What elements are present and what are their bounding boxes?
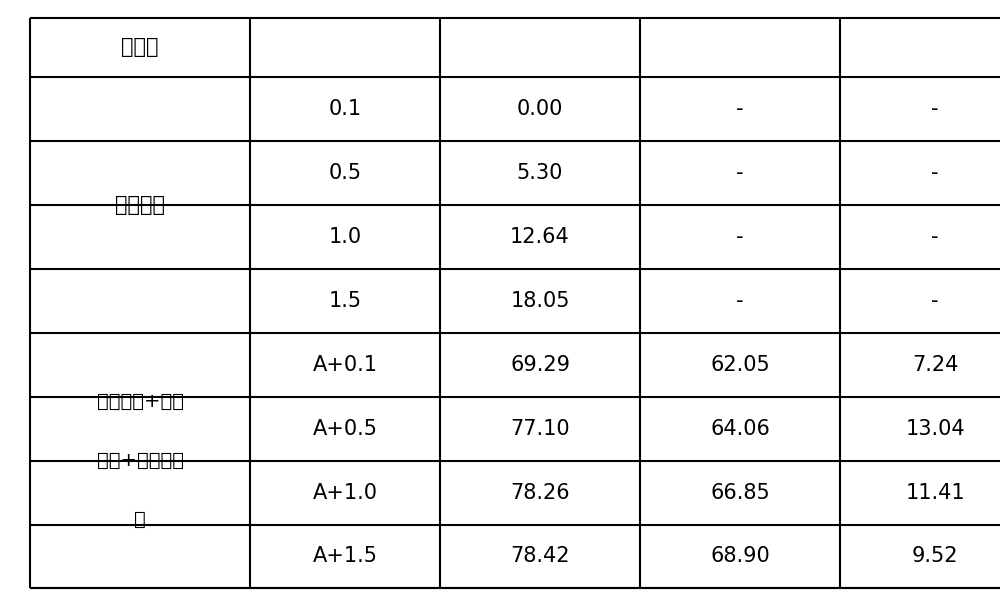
Text: 68.90: 68.90	[710, 546, 770, 567]
Text: 0.5: 0.5	[328, 163, 362, 183]
Text: 7.24: 7.24	[912, 355, 958, 375]
Text: 78.42: 78.42	[510, 546, 570, 567]
Text: 18.05: 18.05	[510, 291, 570, 311]
Text: 78.26: 78.26	[510, 482, 570, 503]
Text: -: -	[931, 227, 939, 247]
Text: 1.0: 1.0	[328, 227, 362, 247]
Text: -: -	[736, 291, 744, 311]
Text: 77.10: 77.10	[510, 419, 570, 439]
Text: A+1.5: A+1.5	[312, 546, 378, 567]
Text: 0.1: 0.1	[328, 99, 362, 119]
Text: 62.05: 62.05	[710, 355, 770, 375]
Text: 64.06: 64.06	[710, 419, 770, 439]
Text: -: -	[736, 163, 744, 183]
Text: 芯嘀磷隆: 芯嘀磷隆	[115, 195, 165, 215]
Text: 噌尴草酥+芯嘀: 噌尴草酥+芯嘀	[96, 392, 184, 411]
Text: 1.5: 1.5	[328, 291, 362, 311]
Text: A+1.0: A+1.0	[312, 482, 378, 503]
Text: 磷隆+五氟磷草: 磷隆+五氟磷草	[96, 451, 184, 470]
Text: -: -	[736, 227, 744, 247]
Text: -: -	[736, 99, 744, 119]
Text: 69.29: 69.29	[510, 355, 570, 375]
Text: A+0.1: A+0.1	[312, 355, 378, 375]
Text: 5.30: 5.30	[517, 163, 563, 183]
Text: 碷草胺: 碷草胺	[121, 37, 159, 57]
Text: 胺: 胺	[134, 510, 146, 529]
Text: -: -	[931, 291, 939, 311]
Text: 12.64: 12.64	[510, 227, 570, 247]
Text: 11.41: 11.41	[905, 482, 965, 503]
Text: A+0.5: A+0.5	[312, 419, 378, 439]
Text: -: -	[931, 163, 939, 183]
Text: -: -	[931, 99, 939, 119]
Text: 13.04: 13.04	[905, 419, 965, 439]
Text: 0.00: 0.00	[517, 99, 563, 119]
Text: 9.52: 9.52	[912, 546, 958, 567]
Text: 66.85: 66.85	[710, 482, 770, 503]
